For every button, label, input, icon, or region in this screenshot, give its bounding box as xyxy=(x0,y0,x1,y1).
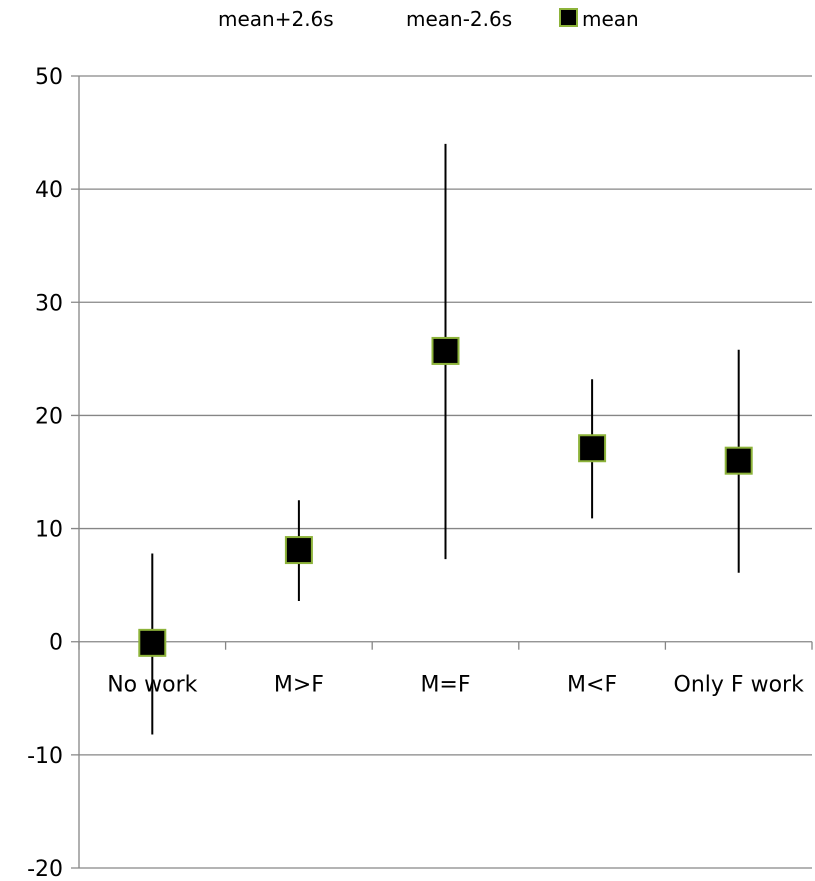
x-tick-label: M<F xyxy=(567,673,617,698)
y-tick-label: -20 xyxy=(27,857,63,881)
legend-label-upper: mean+2.6s xyxy=(218,7,334,31)
x-tick-label: Only F work xyxy=(674,673,805,698)
y-tick-label: 40 xyxy=(35,178,63,203)
gridlines xyxy=(71,75,812,869)
x-tick-label: M>F xyxy=(274,673,324,698)
legend-label-lower: mean-2.6s xyxy=(406,7,512,31)
y-tick-label: 50 xyxy=(35,65,63,90)
y-tick-labels: -20 -10 0 10 20 30 40 50 xyxy=(27,65,63,881)
mean-point xyxy=(724,446,753,475)
y-tick-label: 10 xyxy=(35,518,63,543)
x-tick-labels: No work M>F M=F M<F Only F work xyxy=(107,673,804,698)
y-tick-label: 30 xyxy=(35,291,63,316)
mean-markers xyxy=(138,336,753,657)
y-tick-label: -10 xyxy=(27,744,63,769)
mean-point xyxy=(578,434,607,463)
legend-mean-marker xyxy=(559,8,578,27)
mean-point xyxy=(431,336,460,365)
legend-label-mean: mean xyxy=(582,7,639,31)
y-tick-label: 0 xyxy=(49,631,63,656)
error-bars xyxy=(151,143,740,735)
y-tick-label: 20 xyxy=(35,404,63,429)
axes xyxy=(78,76,813,868)
x-tick-label: M=F xyxy=(420,673,470,698)
mean-point xyxy=(138,628,167,657)
legend: mean+2.6s mean-2.6s mean xyxy=(218,7,639,31)
mean-point xyxy=(284,536,313,565)
